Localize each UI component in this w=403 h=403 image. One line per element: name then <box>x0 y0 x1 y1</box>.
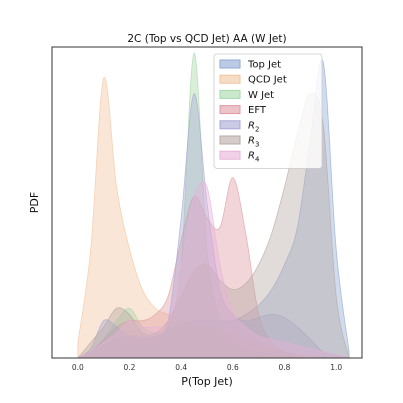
legend-swatch <box>219 150 241 160</box>
series-area-4 <box>77 177 350 359</box>
legend-label: EFT <box>248 105 267 116</box>
legend-swatch <box>219 74 241 84</box>
plot-frame <box>51 46 363 359</box>
legend-swatch <box>219 59 241 69</box>
legend-swatch <box>219 135 241 145</box>
series-area-7 <box>77 181 350 359</box>
x-tick-label: 0.4 <box>175 363 187 372</box>
legend-label: Top Jet <box>247 60 281 71</box>
legend-label: R4 <box>248 151 260 164</box>
x-tick-label: 0.6 <box>227 363 239 372</box>
x-axis-ticks: 0.0 0.2 0.4 0.6 0.8 1.0 <box>72 363 342 372</box>
legend-label: QCD Jet <box>248 75 287 86</box>
legend-label: R2 <box>248 120 259 133</box>
x-tick-label: 0.8 <box>279 363 291 372</box>
series-area-5 <box>76 93 350 359</box>
legend-box <box>213 53 323 169</box>
legend-swatch <box>219 105 241 115</box>
legend-label: R3 <box>248 136 259 149</box>
legend-swatch <box>219 89 241 99</box>
x-tick-label: 0.2 <box>124 363 136 372</box>
series-area-2 <box>77 77 350 359</box>
x-tick-label: 0.0 <box>72 363 84 372</box>
chart-title: 2C (Top vs QCD Jet) AA (W Jet) <box>127 33 286 45</box>
y-axis-label: PDF <box>28 192 41 213</box>
x-axis-label: P(Top Jet) <box>181 375 233 388</box>
legend-swatch <box>219 120 241 130</box>
x-tick-label: 1.0 <box>330 363 342 372</box>
legend: Top Jet QCD Jet W Jet EFT R2 R3 R4 <box>213 53 323 169</box>
plot-area <box>76 52 350 359</box>
legend-label: W Jet <box>248 90 274 101</box>
